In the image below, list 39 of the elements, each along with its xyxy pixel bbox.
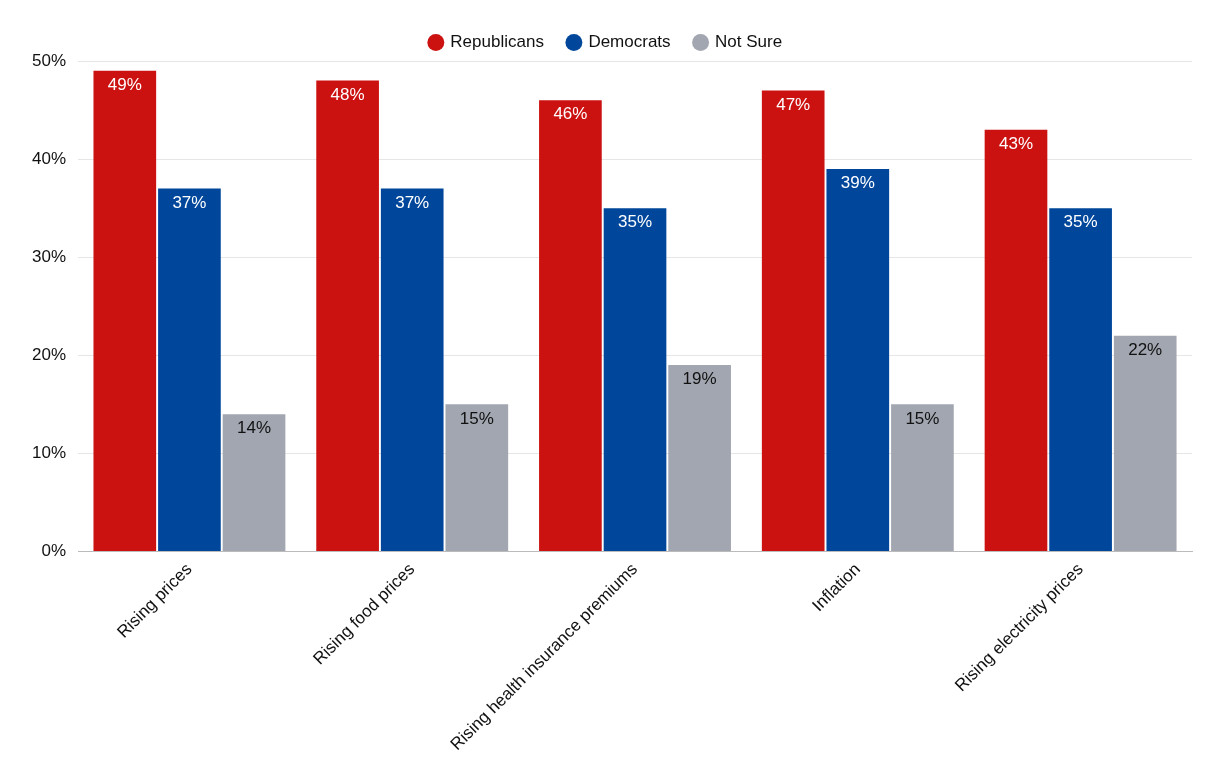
data-label: 39%	[840, 173, 875, 193]
bar	[984, 129, 1048, 552]
bar	[93, 70, 157, 552]
bar	[316, 80, 379, 552]
y-tick-label: 50%	[31, 50, 67, 70]
bar	[158, 188, 221, 552]
data-label: 15%	[459, 408, 494, 428]
bar	[445, 404, 509, 552]
y-tick-label: 10%	[31, 443, 67, 463]
data-label: 46%	[553, 104, 588, 124]
bar	[761, 90, 825, 552]
data-label: 19%	[682, 369, 717, 389]
data-label: 35%	[618, 212, 653, 232]
bar	[539, 100, 602, 552]
y-tick-label: 0%	[41, 541, 67, 561]
data-label: 49%	[107, 75, 142, 94]
bar	[891, 404, 954, 552]
data-label: 37%	[172, 192, 207, 212]
data-label: 35%	[1063, 212, 1098, 232]
legend-label: Not Sure	[715, 32, 783, 52]
data-label: 15%	[905, 408, 940, 428]
y-tick-label: 20%	[31, 344, 67, 364]
bar	[826, 168, 890, 552]
legend-label: Republicans	[450, 32, 544, 52]
y-tick-label: 30%	[31, 246, 67, 266]
data-label: 37%	[395, 192, 430, 212]
bar	[603, 208, 667, 552]
bar	[1049, 208, 1112, 552]
bar	[380, 188, 444, 552]
data-label: 48%	[330, 84, 365, 104]
y-tick-label: 40%	[31, 148, 67, 168]
data-label: 47%	[776, 94, 811, 114]
data-label: 22%	[1128, 339, 1163, 359]
bar	[1113, 335, 1177, 552]
bar	[668, 365, 731, 552]
legend-label: Democrats	[588, 32, 671, 52]
bar	[222, 414, 286, 552]
data-label: 14%	[237, 418, 272, 438]
data-label: 43%	[998, 133, 1034, 153]
